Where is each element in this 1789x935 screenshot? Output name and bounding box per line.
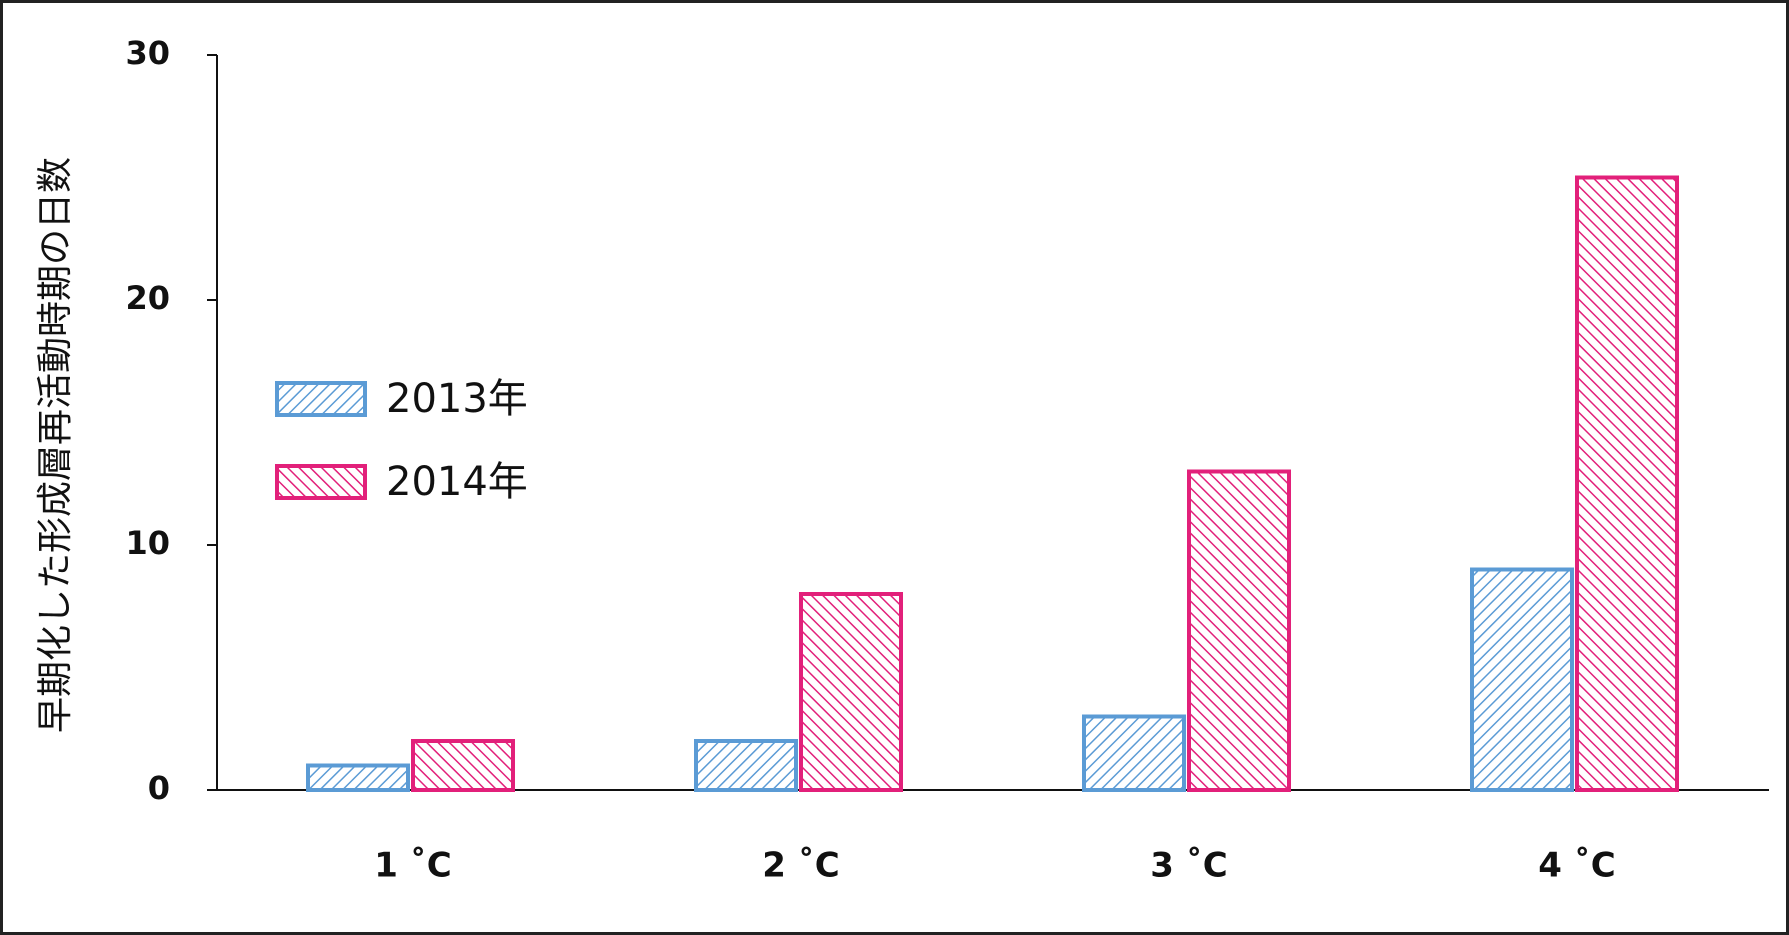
legend-swatch	[275, 464, 367, 500]
bar	[1082, 714, 1186, 792]
bar	[411, 739, 515, 792]
y-tick-label: 0	[148, 769, 170, 807]
legend-swatch	[275, 381, 367, 417]
bar	[1470, 567, 1574, 792]
legend-label: 2014年	[386, 459, 528, 505]
x-tick-label: 3 ˚C	[1150, 846, 1227, 886]
bar	[1187, 469, 1291, 792]
bar	[799, 592, 903, 792]
x-tick-label: 4 ˚C	[1538, 846, 1615, 886]
y-axis-label: 早期化した形成層再活動時期の日数	[35, 157, 76, 733]
x-tick-label: 1 ˚C	[374, 846, 451, 886]
x-tick-label: 2 ˚C	[762, 846, 839, 886]
y-tick-label: 20	[125, 279, 170, 317]
bar	[1575, 175, 1679, 792]
legend-label: 2013年	[386, 376, 528, 422]
bar	[306, 763, 410, 792]
bar	[694, 739, 798, 792]
y-tick-label: 10	[125, 524, 170, 562]
y-tick-label: 30	[125, 34, 170, 72]
